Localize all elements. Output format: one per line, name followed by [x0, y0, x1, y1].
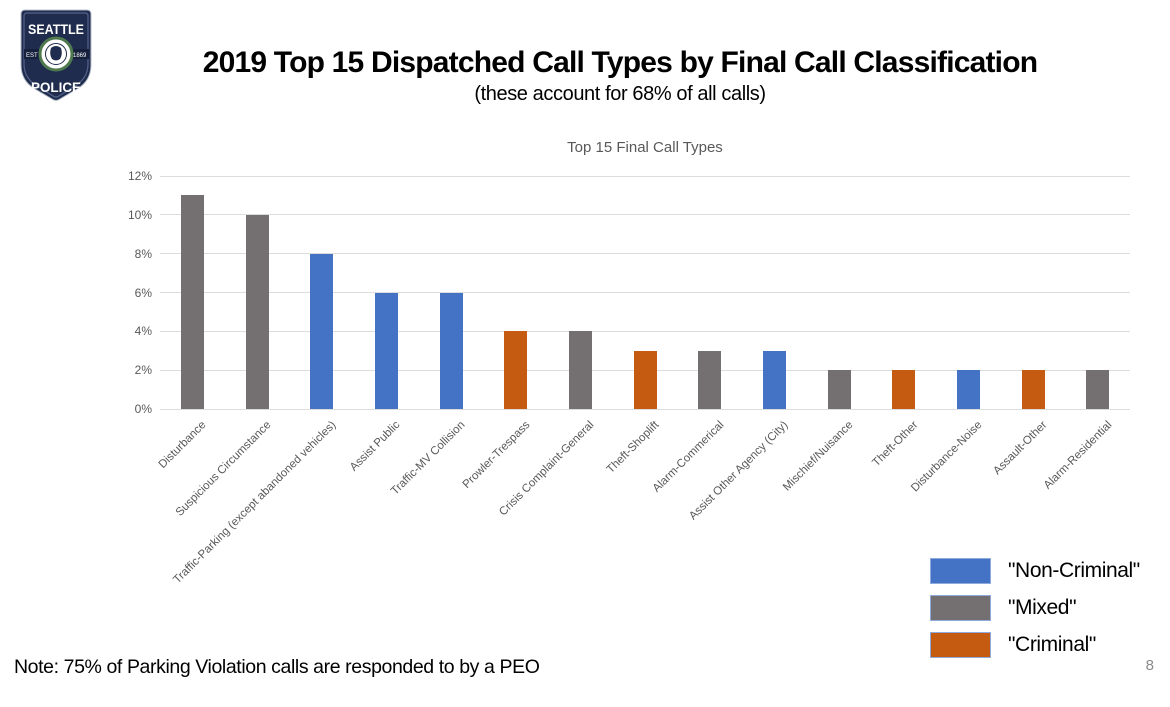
bar-theft-shoplift	[633, 350, 657, 409]
chart-title: Top 15 Final Call Types	[567, 139, 723, 156]
seattle-police-badge-icon: SEATTLE POLICE EST 1869	[17, 7, 95, 106]
badge-shield-icon: SEATTLE POLICE EST 1869	[20, 9, 92, 101]
gridline	[160, 408, 1130, 410]
bar-assist-other-agency-city	[762, 350, 786, 409]
badge-bottom-label: POLICE	[31, 80, 81, 95]
chart-legend: "Non-Criminal" "Mixed" "Criminal"	[930, 558, 1140, 669]
badge-year-label: 1869	[73, 53, 87, 59]
page-subtitle: (these account for 68% of all calls)	[474, 83, 766, 105]
bar-mischief-nuisance	[827, 370, 851, 409]
gridline	[160, 214, 1130, 216]
bar-alarm-commerical	[698, 350, 722, 409]
bar-assist-public	[374, 292, 398, 409]
badge-est-label: EST	[26, 53, 38, 59]
legend-label-criminal: "Criminal"	[1008, 633, 1096, 656]
bar-traffic-parking-except-abandoned-vehicles	[310, 253, 334, 409]
plot-area	[160, 175, 1130, 410]
y-tick-label: 12%	[127, 169, 152, 183]
legend-swatch-mixed	[930, 595, 991, 621]
legend-label-non-criminal: "Non-Criminal"	[1008, 559, 1140, 582]
legend-label-mixed: "Mixed"	[1008, 596, 1077, 619]
bar-suspicious-circumstance	[245, 214, 269, 409]
gridline	[160, 292, 1130, 293]
legend-item-criminal: "Criminal"	[930, 632, 1140, 658]
bar-crisis-complaint-general	[568, 331, 592, 409]
y-tick-label: 10%	[127, 207, 152, 222]
y-axis: 0% 2% 4% 6% 8% 10% 12%	[100, 169, 152, 416]
y-tick-label: 6%	[134, 285, 152, 300]
gridline	[160, 330, 1130, 332]
y-tick-label: 0%	[134, 402, 152, 416]
legend-swatch-non-criminal	[930, 558, 991, 584]
bar-prowler-trespass	[504, 331, 528, 409]
bar-assault-other	[1021, 370, 1045, 409]
legend-swatch-criminal	[930, 632, 991, 658]
bar-disturbance-noise	[956, 370, 980, 409]
bar-disturbance	[180, 195, 204, 409]
bar-traffic-mv-collision	[439, 292, 463, 409]
bar-theft-other	[892, 370, 916, 409]
y-tick-label: 8%	[134, 246, 152, 261]
badge-seal-figure	[50, 46, 62, 61]
page-title: 2019 Top 15 Dispatched Call Types by Fin…	[202, 46, 1038, 79]
legend-item-mixed: "Mixed"	[930, 595, 1140, 621]
y-tick-label: 4%	[134, 324, 152, 339]
badge-top-label: SEATTLE	[28, 22, 84, 37]
bar-alarm-residential	[1086, 370, 1110, 409]
badge-year-band	[71, 49, 89, 59]
gridline	[160, 253, 1130, 255]
footer-note: Note: 75% of Parking Violation calls are…	[14, 656, 540, 678]
legend-item-non-criminal: "Non-Criminal"	[930, 558, 1140, 584]
badge-est-band	[24, 49, 40, 59]
page-number: 8	[1145, 657, 1154, 674]
y-tick-label: 2%	[134, 363, 152, 378]
gridline	[160, 175, 1130, 177]
